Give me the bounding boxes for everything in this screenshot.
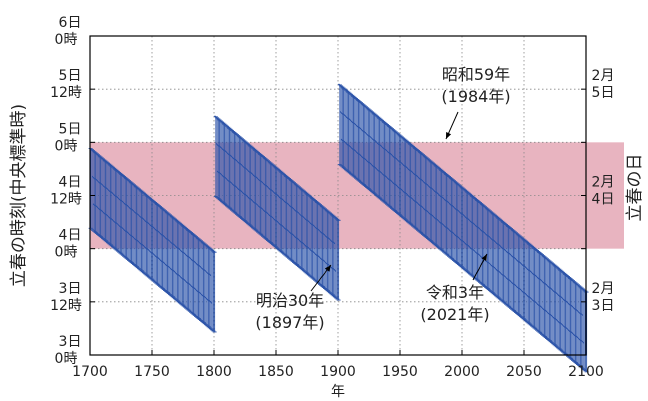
annotation-era: 昭和59年	[442, 65, 510, 84]
x-tick-label: 1800	[196, 364, 232, 380]
x-tick-label: 1850	[258, 364, 294, 380]
annotation-era: 明治30年	[256, 291, 324, 310]
y-tick-label-day: 5日	[59, 121, 82, 137]
y-tick-label-day: 4日	[59, 175, 82, 191]
annotation-era: 令和3年	[426, 283, 484, 302]
x-tick-label: 1900	[320, 364, 356, 380]
x-tick-label: 2050	[506, 364, 542, 380]
y2-label-month: 2月	[592, 281, 615, 297]
cycle-trace	[216, 170, 337, 272]
y-tick-label-hour: 12時	[50, 85, 82, 101]
y2-label-day: 4日	[592, 192, 615, 208]
y-tick-label-day: 4日	[59, 228, 82, 244]
cycle-trace	[341, 166, 586, 372]
x-tick-label: 2100	[568, 364, 604, 380]
y-tick-label-hour: 0時	[55, 32, 78, 48]
cycle-trace	[90, 148, 215, 253]
annotation-year: (1897年)	[255, 313, 324, 332]
y-tick-label-hour: 12時	[50, 298, 82, 314]
annotation-year: (2021年)	[420, 305, 489, 324]
annotation-arrowhead	[446, 132, 452, 139]
y2-label-day: 5日	[592, 85, 615, 101]
x-axis: 1700 1750 1800 1850 1900 1950 2000 2050 2100	[72, 350, 604, 380]
y-tick-label-hour: 0時	[55, 351, 78, 367]
x-axis-title: 年	[331, 384, 345, 400]
series	[88, 83, 589, 373]
y-tick-label-day: 6日	[59, 15, 82, 31]
y-tick-label-hour: 12時	[50, 192, 82, 208]
annotation-year: (1984年)	[441, 87, 510, 106]
cycle-trace	[92, 203, 213, 304]
cycle-trace	[215, 142, 336, 245]
annotation-arrowhead	[324, 265, 331, 272]
annotation-arrowhead	[481, 254, 487, 261]
x-tick-label: 2000	[444, 364, 480, 380]
x-tick-label: 1750	[134, 364, 170, 380]
cycle-trace	[339, 111, 584, 316]
y2-label-month: 2月	[592, 175, 615, 191]
x-tick-label: 1700	[72, 364, 108, 380]
y-tick-label-day: 5日	[59, 68, 82, 84]
y-axis-title: 立春の時刻(中央標準時)	[9, 104, 29, 287]
y-tick-label-hour: 0時	[55, 138, 78, 154]
cycle-trace	[338, 83, 587, 293]
cycle-trace	[214, 115, 339, 221]
cycle-trace	[340, 138, 585, 344]
y2-axis-title: 立春の日	[625, 154, 645, 222]
y-tick-label-day: 3日	[59, 334, 82, 350]
cycle-trace	[91, 175, 212, 277]
x-tick-label: 1950	[382, 364, 418, 380]
y-tick-label-hour: 0時	[55, 245, 78, 261]
y2-label-day: 3日	[592, 298, 615, 314]
y2-label-month: 2月	[592, 68, 615, 84]
y-tick-label-day: 3日	[59, 281, 82, 297]
annotations: 昭和59年 (1984年) 明治30年 (1897年) 令和3年 (2021年)	[255, 65, 510, 332]
cycle-trace	[93, 230, 214, 332]
